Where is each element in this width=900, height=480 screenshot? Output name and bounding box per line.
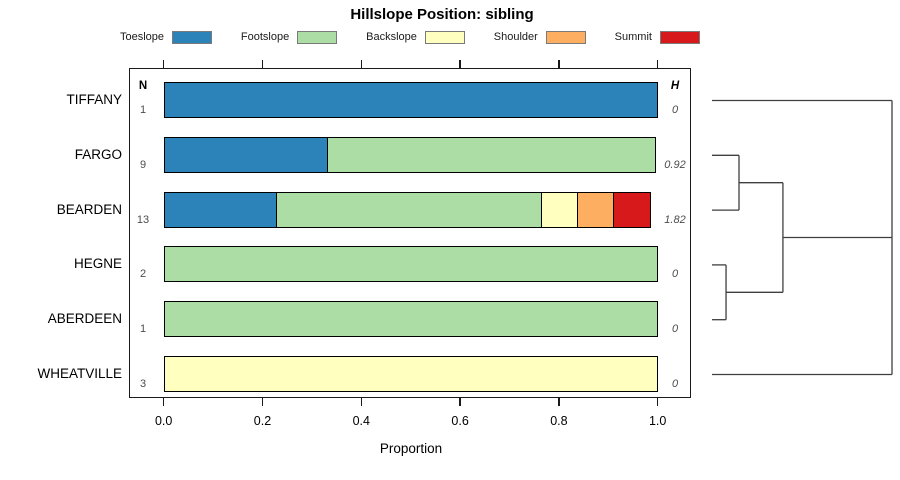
x-axis-tick-label: 0.2 [253,414,272,428]
h-value: 0 [671,268,679,281]
x-axis-tick-label: 1.0 [648,414,667,428]
legend-swatch-icon [545,30,586,44]
row-label-tiffany: TIFFANY [66,92,122,107]
dendrogram [712,99,893,376]
stacked-bar-bearden [163,191,652,228]
x-axis-tick-bottom [657,398,659,406]
x-axis-tick-bottom [558,398,560,406]
legend-item-footslope: Footslope [240,30,338,44]
row-label-wheatville: WHEATVILLE [37,366,122,381]
x-axis-label: Proportion [379,441,443,456]
x-axis-tick-top [360,60,362,68]
stacked-bar-wheatville [163,356,658,392]
n-value: 13 [136,213,150,226]
bar-segment-footslope [276,191,543,228]
legend: Toeslope Footslope Backslope Shoulder Summit [120,29,700,45]
row-label-fargo: FARGO [74,146,122,162]
legend-swatch-icon [424,30,465,44]
legend-item-summit: Summit [614,30,700,44]
bar-segment-footslope [163,246,658,283]
bar-segment-footslope [163,301,658,338]
stacked-bar-fargo [163,136,657,173]
bar-segment-footslope [327,136,657,173]
x-axis-tick-label: 0.6 [451,414,469,428]
stacked-bar-aberdeen [163,301,658,338]
legend-swatch-icon [659,30,700,44]
x-axis-tick-top [459,60,461,68]
legend-label: Footslope [240,31,290,43]
n-value: 1 [139,104,147,116]
bar-segment-summit [613,191,652,228]
row-label-bearden: BEARDEN [56,201,122,217]
bar-segment-toeslope [163,82,658,118]
legend-swatch-icon [172,30,213,44]
n-value: 3 [139,378,147,390]
x-axis-tick-bottom [163,398,165,406]
h-value: 0.92 [664,158,686,171]
legend-label: Shoulder [493,31,538,43]
x-axis-tick-label: 0.4 [352,414,370,428]
h-value: 0 [671,104,679,116]
h-value: 1.82 [664,213,686,226]
legend-item-shoulder: Shoulder [493,30,586,44]
bar-segment-toeslope [163,136,329,173]
legend-item-backslope: Backslope [366,30,465,44]
x-axis-tick-bottom [459,398,461,406]
row-label-hegne: HEGNE [73,256,122,272]
x-axis-tick-top [261,60,264,68]
n-value: 1 [139,323,147,336]
x-axis-tick-bottom [261,398,264,406]
h-value: 0 [671,323,679,336]
bar-segment-backslope [163,356,658,392]
legend-label: Toeslope [120,31,165,43]
legend-swatch-icon [297,30,338,44]
bar-segment-toeslope [163,191,278,228]
plot-area [129,68,691,398]
legend-label: Summit [614,31,652,43]
n-value: 9 [139,158,147,171]
bar-segment-backslope [540,191,579,228]
x-axis-tick-top [163,60,165,68]
h-column-header: H [670,80,680,92]
stacked-bar-hegne [163,246,658,283]
bar-segment-shoulder [576,191,615,228]
legend-item-toeslope: Toeslope [120,30,213,44]
x-axis-tick-top [558,60,560,68]
x-axis-tick-top [657,60,659,68]
legend-label: Backslope [366,31,417,43]
n-column-header: N [138,80,148,92]
n-value: 2 [139,268,147,281]
x-axis-tick-bottom [360,398,362,406]
stacked-bar-tiffany [163,82,658,118]
row-label-aberdeen: ABERDEEN [47,311,122,327]
chart-title: Hillslope Position: sibling [350,6,534,23]
x-axis-tick-label: 0.0 [154,414,173,428]
h-value: 0 [671,378,679,390]
x-axis-tick-label: 0.8 [550,414,568,428]
